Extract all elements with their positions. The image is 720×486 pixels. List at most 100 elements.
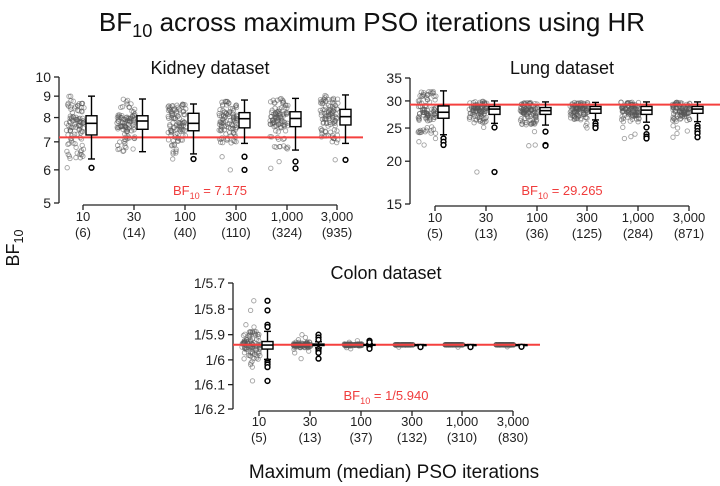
jitter-point — [226, 124, 232, 130]
panel-colon: Colon dataset 1/5.7 1/5.8 1/5.9 1/6 1/6.1 1/6.… — [194, 263, 540, 445]
x-tick-label: 10 — [252, 414, 266, 429]
jitter-point — [116, 124, 122, 130]
x-tick-label: 30 — [479, 210, 493, 225]
jitter-point — [581, 111, 587, 117]
jitter-point — [686, 105, 692, 111]
jitter-point — [241, 356, 247, 362]
jitter-point — [270, 117, 276, 123]
outlier-point — [264, 307, 271, 314]
x-tick-label: 300 — [401, 414, 423, 429]
jitter-point — [306, 348, 312, 354]
jitter-point — [518, 116, 524, 122]
jitter-point — [483, 118, 489, 124]
jitter-point — [178, 120, 184, 126]
y-tick-label: 15 — [386, 196, 402, 212]
jitter-point — [183, 106, 189, 112]
jitter-point — [271, 143, 278, 150]
outlier-point — [467, 343, 474, 351]
jitter-point — [169, 143, 175, 149]
jitter-point — [681, 111, 687, 117]
reference-label: BF10 = 1/5.940 — [344, 388, 429, 406]
jitter-point — [227, 167, 233, 173]
jitter-point — [173, 150, 179, 156]
x-tick-median-label: (110) — [221, 225, 250, 240]
outlier-point — [592, 124, 599, 132]
jitter-point — [244, 346, 250, 352]
x-tick-label: 1,000 — [622, 210, 655, 225]
jitter-point — [173, 148, 179, 154]
outlier-point — [241, 153, 248, 160]
boxplot — [289, 97, 302, 172]
jitter-point — [218, 124, 225, 130]
jitter-point — [249, 364, 255, 370]
y-tick-label: 9 — [43, 88, 51, 104]
jitter-point — [232, 103, 239, 109]
boxplot — [539, 101, 552, 149]
jitter-point — [230, 111, 236, 117]
jitter-point — [348, 346, 354, 352]
jitter-point — [117, 139, 123, 145]
jitter-point — [325, 102, 332, 109]
jitter-point — [268, 165, 274, 171]
jitter-point — [528, 121, 534, 127]
jitter-point — [277, 143, 283, 150]
x-tick-median-label: (36) — [525, 226, 548, 241]
jitter-point — [620, 119, 626, 125]
outlier-point — [264, 363, 271, 371]
box — [691, 105, 704, 115]
jitter-point — [249, 378, 256, 384]
x-tick-median-label: (13) — [474, 226, 497, 241]
reference-label-value: = 29.265 — [548, 183, 603, 198]
outlier-point — [264, 297, 271, 304]
y-tick-label: 10 — [35, 69, 51, 85]
jitter-point — [224, 98, 230, 105]
outlier-point — [417, 343, 424, 351]
jitter-point — [253, 329, 259, 335]
jitter-point — [523, 122, 529, 128]
boxplot — [312, 331, 325, 362]
jitter-point — [682, 111, 688, 118]
jitter-point — [125, 121, 132, 127]
jitter-point — [621, 108, 627, 114]
jitter-point — [474, 169, 480, 175]
jitter-point — [129, 108, 135, 114]
jitter-point — [298, 355, 304, 362]
x-axis-label: Maximum (median) PSO iterations — [249, 462, 539, 483]
jitter-point — [167, 122, 173, 128]
jitter-point — [72, 141, 78, 147]
jitter-point — [522, 115, 528, 122]
jitter-point — [64, 165, 70, 171]
reference-label-value: = 1/5.940 — [370, 388, 428, 403]
jitter-point — [223, 110, 229, 116]
box — [187, 112, 200, 132]
jitter-point — [67, 155, 73, 162]
outlier-point — [440, 141, 447, 149]
jitter-point — [179, 103, 185, 109]
y-axis-label: BF10 — [3, 229, 26, 266]
jitter-point — [252, 332, 259, 338]
jitter-point — [245, 352, 252, 358]
boxplot — [363, 337, 376, 352]
jitter-point — [318, 128, 325, 134]
jitter-point — [323, 116, 329, 122]
jitter-point — [124, 117, 131, 124]
y-tick-label: 5 — [43, 195, 51, 211]
jitter-point — [432, 135, 439, 142]
x-tick-label: 3,000 — [321, 209, 354, 224]
x-tick-median-label: (5) — [427, 226, 443, 241]
jitter-point — [302, 334, 309, 341]
y-tick-label: 1/6.1 — [194, 377, 225, 393]
jitter-point — [419, 93, 425, 100]
jitter-point — [578, 117, 584, 123]
jitter-point — [175, 120, 182, 126]
boxplot — [261, 297, 274, 385]
jitter-point — [480, 98, 486, 104]
jitter-point — [173, 146, 179, 152]
jitter-point — [253, 355, 260, 361]
figure-title-subscript: 10 — [132, 21, 152, 41]
jitter-point — [251, 298, 257, 304]
jitter-point — [128, 128, 135, 134]
x-tick-label: 300 — [576, 210, 598, 225]
x-tick-median-label: (13) — [298, 430, 321, 445]
jitter-point — [63, 127, 70, 134]
